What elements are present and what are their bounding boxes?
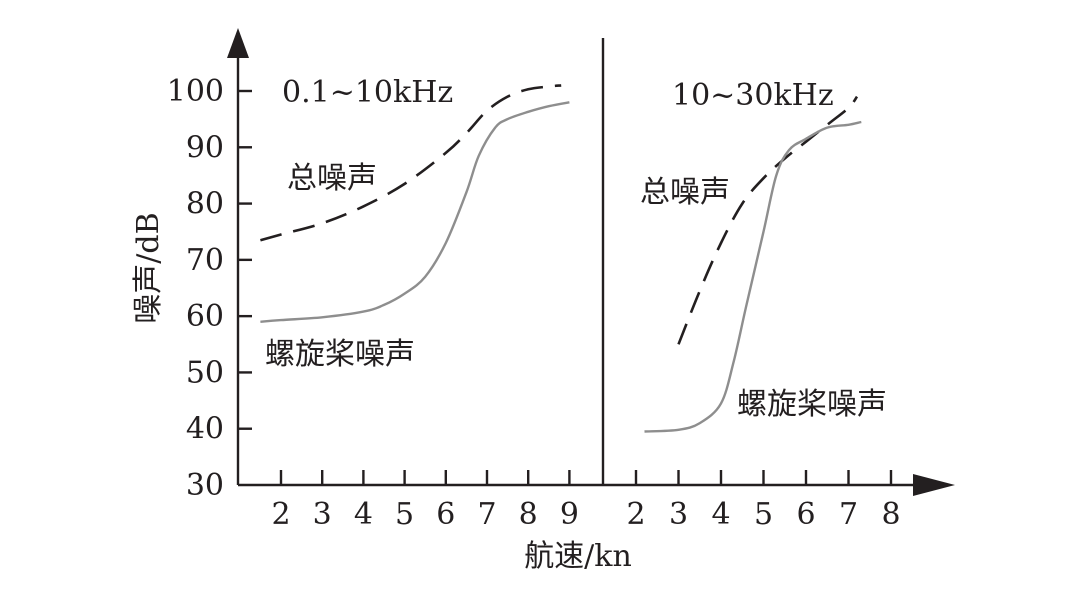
y-axis-arrow [227,28,249,58]
x-axis-arrow [913,474,955,496]
panel-1-title: 0.1~10kHz [282,75,453,110]
panel-2-propeller-noise-label: 螺旋桨噪声 [737,387,887,422]
y-tick-label: 60 [186,299,224,334]
x-tick-label: 8 [519,497,538,532]
y-tick-label: 40 [186,412,224,447]
x-tick-label: 2 [626,497,645,532]
y-axis-label: 噪声/dB [131,212,166,323]
panel-1-total-noise-line [260,84,562,242]
x-tick-label: 2 [271,497,290,532]
panel-2-total-noise-label: 总噪声 [640,175,730,210]
x-tick-label: 8 [881,497,900,532]
x-tick-label: 3 [313,497,332,532]
x-tick-label: 3 [669,497,688,532]
x-tick-label: 6 [436,497,455,532]
y-tick-label: 70 [186,243,224,278]
x-tick-label: 9 [560,497,579,532]
x-tick-label: 6 [796,497,815,532]
y-tick-label: 30 [186,468,224,503]
x-tick-label: 5 [395,497,414,532]
y-tick-label: 80 [186,187,224,222]
y-tick-label: 50 [186,355,224,390]
x-tick-label: 7 [839,497,858,532]
x-tick-label: 4 [354,497,373,532]
y-tick-label: 90 [186,130,224,165]
x-tick-label: 4 [711,497,730,532]
panel-2-total-noise-line [677,95,859,345]
panel-2-propeller-noise-line [644,120,862,433]
x-axis-label: 航速/kn [524,539,632,574]
panel-2-title: 10~30kHz [672,78,834,113]
x-tick-label: 5 [754,497,773,532]
panel-1-propeller-noise-label: 螺旋桨噪声 [265,337,415,372]
y-tick-label: 100 [167,74,224,109]
x-tick-label: 7 [477,497,496,532]
panel-1-propeller-noise-line [260,101,570,323]
panel-1-total-noise-label: 总噪声 [287,161,377,196]
